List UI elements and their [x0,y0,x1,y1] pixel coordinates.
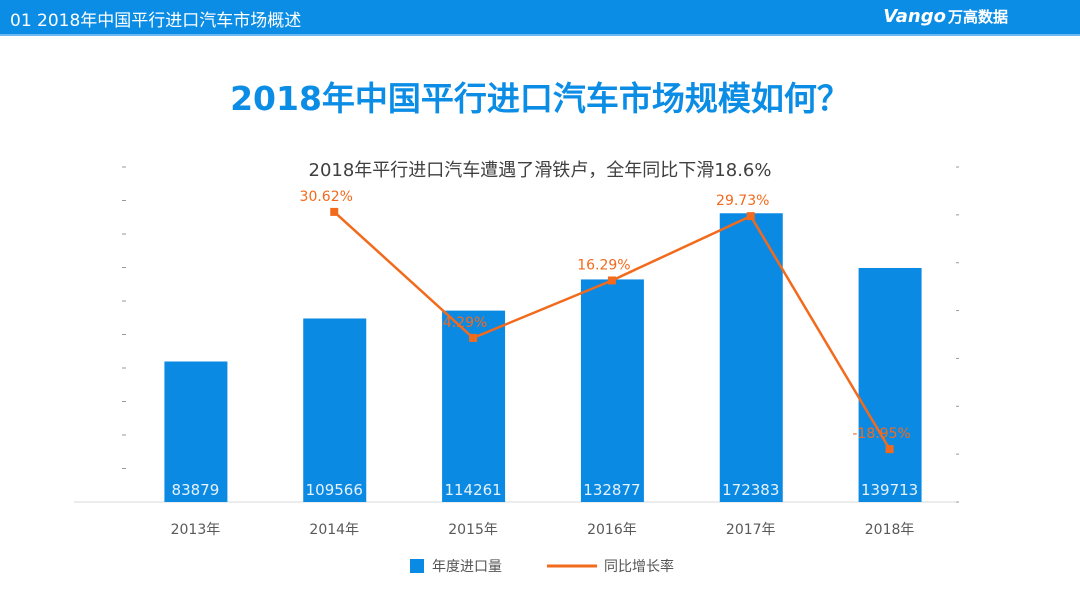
logo-text: Vango [883,6,946,27]
bar [858,267,922,502]
bar-value-label: 114261 [444,481,501,499]
bar [164,361,228,502]
line-point [607,276,616,285]
vango-logo: Vango 万高数据 [883,6,1008,27]
line-value-label: 4.29% [443,315,487,331]
x-tick-label: 2014年 [309,522,359,538]
x-tick-label: 2015年 [448,522,498,538]
line-value-label: 16.29% [577,257,630,273]
bar [303,318,367,502]
bar-value-label: 172383 [722,481,779,499]
line-point [469,333,478,342]
line-point [746,212,755,221]
line-point [885,445,894,454]
bar-value-label: 83879 [172,481,220,499]
bar-value-label: 109566 [306,481,363,499]
line-value-label: 29.73% [716,193,769,209]
bar-value-label: 139713 [861,481,918,499]
header-bar: 01 2018年中国平行进口汽车市场概述 Vango 万高数据 [0,0,1080,36]
chart-title: 2018年平行进口汽车遭遇了滑铁卢，全年同比下滑18.6% [309,160,772,181]
legend: 年度进口量 同比增长率 [410,558,674,575]
page-title: 2018年中国平行进口汽车市场规模如何？ [230,79,850,118]
bar-value-label: 132877 [583,481,640,499]
legend-line-label: 同比增长率 [604,558,674,575]
x-tick-label: 2013年 [171,522,221,538]
x-tick-label: 2017年 [726,522,776,538]
line-point [330,207,339,216]
bar [580,279,644,502]
logo-cn: 万高数据 [947,8,1008,26]
bar [442,310,506,502]
section-title: 01 2018年中国平行进口汽车市场概述 [10,11,302,31]
legend-bar-label: 年度进口量 [432,559,502,575]
line-value-label: 30.62% [300,189,353,205]
bar [719,213,783,502]
x-tick-label: 2016年 [587,522,637,538]
legend-bar-swatch [410,559,424,573]
line-value-label: -18.95% [852,426,910,442]
x-tick-label: 2018年 [865,522,915,538]
